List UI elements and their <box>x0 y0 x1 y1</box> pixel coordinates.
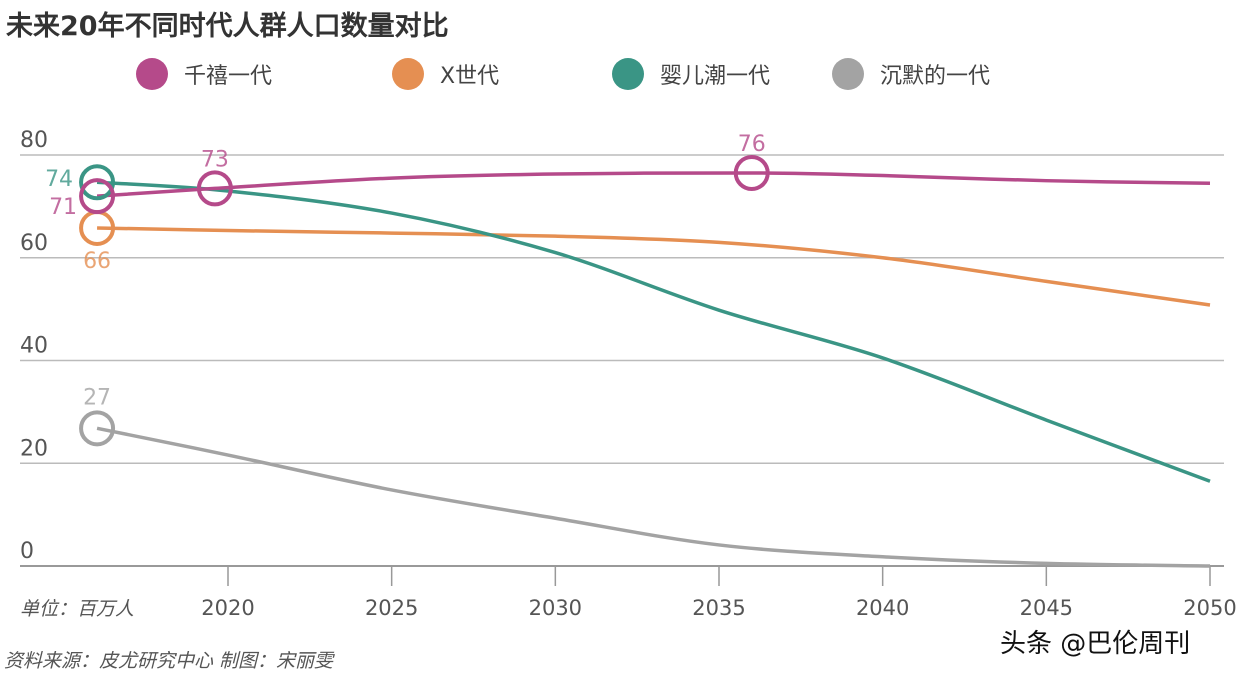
chart-title: 未来20年不同时代人群人口数量对比 <box>6 11 449 42</box>
legend-item-silent: 沉默的一代 <box>832 58 990 90</box>
y-tick-label: 80 <box>20 128 48 153</box>
legend-item-millennials: 千禧一代 <box>136 58 272 90</box>
legend-label: 千禧一代 <box>184 64 273 89</box>
data-marker <box>79 410 116 447</box>
y-tick-label: 60 <box>20 231 48 256</box>
y-tick-label: 0 <box>20 539 34 564</box>
series-line <box>96 426 1211 568</box>
series-line <box>96 171 1211 198</box>
y-tick-label: 40 <box>20 334 48 359</box>
y-tick-label: 20 <box>20 436 48 461</box>
data-label: 71 <box>49 195 77 220</box>
unit-label: 单位：百万人 <box>20 598 135 620</box>
data-marker <box>196 170 233 207</box>
legend: 千禧一代 X世代 婴儿潮一代 沉默的一代 <box>0 58 1248 98</box>
x-tick-label: 2030 <box>529 596 582 620</box>
data-marker <box>733 154 770 191</box>
legend-item-boomers: 婴儿潮一代 <box>612 58 770 90</box>
series-line <box>97 226 1211 307</box>
legend-label: 婴儿潮一代 <box>660 64 771 89</box>
data-label: 76 <box>738 132 766 157</box>
x-tick-label: 2050 <box>1183 596 1236 620</box>
legend-label: X世代 <box>440 64 500 89</box>
source-note: 资料来源：皮尤研究中心 制图：宋丽雯 <box>4 650 334 672</box>
legend-label: 沉默的一代 <box>880 64 991 89</box>
x-tick-label: 2040 <box>856 596 909 620</box>
series-line <box>96 180 1211 483</box>
x-tick-label: 2025 <box>365 596 418 620</box>
legend-swatch <box>392 58 424 90</box>
x-tick-label: 2045 <box>1020 596 1073 620</box>
watermark: 头条 @巴伦周刊 <box>1000 629 1191 659</box>
x-tick-label: 2020 <box>201 596 254 620</box>
legend-swatch <box>612 58 644 90</box>
legend-swatch <box>832 58 864 90</box>
data-label: 74 <box>45 167 73 192</box>
data-marker <box>79 178 116 215</box>
data-label: 27 <box>83 385 111 410</box>
legend-swatch <box>136 58 168 90</box>
data-label: 66 <box>83 249 111 274</box>
legend-item-gen-x: X世代 <box>392 58 499 90</box>
data-label: 73 <box>201 147 229 172</box>
data-marker <box>79 164 116 201</box>
x-tick-label: 2035 <box>692 596 745 620</box>
